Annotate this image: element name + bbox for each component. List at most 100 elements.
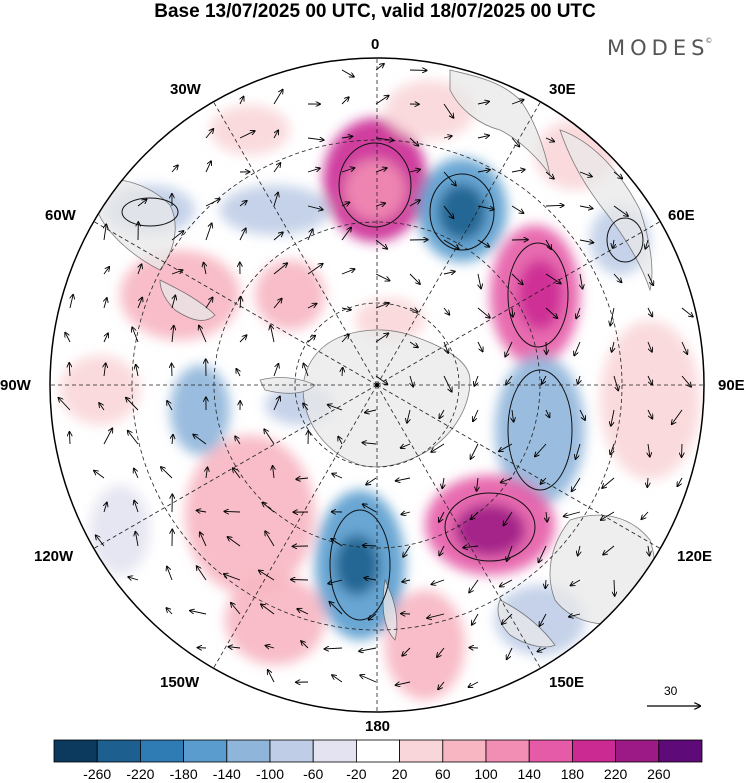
wind-arrow [172,326,174,343]
wind-arrow [332,675,343,683]
wind-arrow [366,477,377,485]
land-area [382,578,398,641]
wind-arrow [535,443,547,456]
wind-arrow [648,545,649,556]
wind-arrow [240,297,241,309]
wind-arrow [505,341,513,356]
wind-arrow [296,478,309,479]
colorbar-swatch [528,739,573,763]
wind-arrow [270,325,275,343]
wind-arrow [443,136,452,138]
contour-line [429,173,495,251]
colorbar-tick-label: 180 [560,766,585,782]
wind-arrow [96,535,105,547]
meridian-line [213,384,378,669]
wind-arrow [477,205,494,209]
anomaly-patch [255,260,325,330]
wind-arrow [443,307,449,315]
wind-arrow [239,335,247,343]
wind-arrow [172,435,173,445]
wind-arrow [236,369,240,377]
wind-arrow [205,223,212,241]
wind-arrow [648,443,650,457]
wind-arrow [341,136,352,138]
wind-arrow [307,138,324,140]
wind-arrow [205,129,213,139]
wind-arrow [443,375,452,392]
wind-arrow [507,545,513,561]
wind-arrow [511,205,523,213]
wind-arrow [307,304,316,309]
wind-arrow [500,579,513,587]
wind-arrow [545,307,557,318]
wind-arrow [463,546,479,548]
wind-arrow [375,303,389,309]
wind-arrow [171,295,175,309]
wind-arrow [571,579,581,586]
lon-label-30e: 30E [549,81,576,98]
wind-arrow [614,579,615,596]
wind-arrow [307,229,313,241]
wind-arrow [427,613,445,618]
wind-arrow [439,511,445,522]
wind-arrow [506,375,513,384]
meridian-line [376,101,541,386]
wind-arrow [303,403,309,411]
colorbar-swatch [183,739,228,763]
wind-arrow [197,566,207,581]
wind-arrow [403,545,411,557]
wind-arrow [613,375,618,390]
wind-arrow [190,611,207,615]
wind-arrow [472,613,479,625]
wind-arrow [579,171,592,177]
wind-arrow [342,368,343,377]
wind-arrow [331,539,343,547]
meridian-line [376,384,661,549]
wind-arrow [137,298,142,309]
wind-arrow [167,401,173,411]
wind-arrow [443,341,448,353]
wind-arrow [402,580,411,582]
colorbar-tick-label: -20 [346,766,367,782]
wind-arrow [261,604,275,615]
wind-arrow [601,511,615,520]
wind-arrow [681,375,691,387]
wind-arrow [273,396,280,411]
wind-arrow [359,647,377,651]
wind-arrow [273,90,283,105]
lon-label-90w: 90W [0,377,31,394]
wind-arrow [240,97,244,105]
wind-arrow [402,647,411,656]
wind-arrow [545,171,554,179]
wind-arrow [332,474,343,479]
colorbar-tick-label: -220 [126,766,155,782]
wind-arrow [128,577,139,580]
wind-arrow [647,375,652,385]
wind-arrow [273,193,278,207]
wind-arrow [474,375,479,386]
wind-arrow [233,468,241,479]
wind-arrow [200,532,207,547]
anomaly-patch [170,365,230,455]
modes-logo: MODES© [607,36,713,60]
wind-arrow [273,466,274,479]
wind-arrow [341,202,349,206]
wind-arrow [375,273,390,281]
meridian-line [376,384,541,669]
wind-arrow [611,409,615,426]
colorbar-tick-label: -180 [169,766,198,782]
wind-arrow [578,545,580,555]
meridian-line [93,221,378,386]
colorbar-swatch [269,739,314,763]
wind-arrow [613,205,628,216]
wind-arrow [375,203,385,206]
latitude-circle [294,302,460,468]
wind-arrow [681,341,687,354]
anomaly-patch [60,355,140,425]
wind-arrow [375,375,387,384]
wind-arrow [301,641,309,649]
wind-arrow [602,477,615,488]
wind-arrow [264,429,275,445]
wind-arrow [569,614,581,617]
colorbar-swatch [399,739,444,763]
